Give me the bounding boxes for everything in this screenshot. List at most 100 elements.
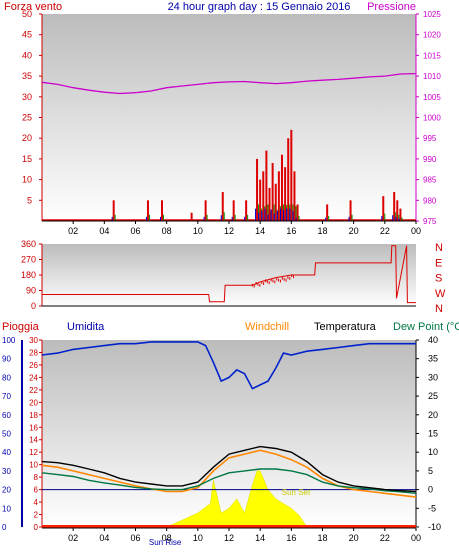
- x-tick-label: 20: [349, 226, 359, 236]
- right-tick-label: 1015: [423, 51, 441, 60]
- humidity-tick-label: 100: [2, 336, 16, 345]
- chart-title: 24 hour graph day : 15 Gennaio 2016: [168, 1, 351, 13]
- pressure-title: Pressione: [367, 1, 416, 13]
- x-tick-label: 18: [317, 226, 327, 236]
- x-tick-label: 04: [99, 533, 109, 543]
- x-tick-label: 12: [224, 226, 234, 236]
- direction-tick-label: 180: [21, 270, 36, 280]
- right-tick-label: 975: [423, 217, 437, 226]
- x-tick-label: 02: [68, 533, 78, 543]
- x-tick-label: 00: [411, 226, 421, 236]
- humidity-tick-label: 70: [2, 392, 11, 401]
- x-tick-label: 16: [286, 533, 296, 543]
- rain-tick-label: 0: [34, 523, 39, 532]
- left-tick-label: 35: [22, 71, 32, 81]
- humidity-tick-label: 90: [2, 355, 11, 364]
- right-tick-label: 1025: [423, 10, 441, 19]
- compass-label: S: [435, 273, 442, 285]
- wind-pressure-panel: 5101520253035404550975980985990995100010…: [22, 9, 441, 236]
- x-tick-label: 08: [162, 226, 172, 236]
- x-tick-label: 14: [255, 226, 265, 236]
- temp-tick-label: -10: [428, 522, 441, 532]
- rain-tick-label: 4: [34, 498, 39, 507]
- left-tick-label: 30: [22, 92, 32, 102]
- rain-label: Pioggia: [2, 321, 40, 333]
- pressure-line: [41, 72, 417, 95]
- rain-tick-label: 20: [29, 398, 38, 407]
- compass-label: W: [435, 288, 446, 300]
- rain-tick-label: 18: [29, 411, 38, 420]
- temp-tick-label: 30: [428, 372, 438, 382]
- compass-label: E: [435, 257, 442, 269]
- x-tick-label: 00: [411, 533, 421, 543]
- right-tick-label: 985: [423, 176, 437, 185]
- rain-tick-label: 16: [29, 423, 38, 432]
- x-tick-label: 18: [317, 533, 327, 543]
- temp-tick-label: 5: [428, 466, 433, 476]
- rain-tick-label: 28: [29, 348, 38, 357]
- right-tick-label: 980: [423, 196, 437, 205]
- dewpoint-label: Dew Point (°C: [393, 321, 459, 333]
- x-tick-label: 10: [193, 533, 203, 543]
- right-tick-label: 1020: [423, 31, 441, 40]
- temp-tick-label: 20: [428, 410, 438, 420]
- x-tick-label: 16: [286, 226, 296, 236]
- temp-tick-label: 40: [428, 335, 438, 345]
- rain-tick-label: 12: [29, 448, 38, 457]
- rain-tick-label: 8: [34, 473, 39, 482]
- plot-background: [42, 340, 416, 527]
- temp-tick-label: 25: [428, 391, 438, 401]
- rain-tick-label: 2: [34, 511, 39, 520]
- rain-tick-label: 30: [29, 336, 38, 345]
- humidity-tick-label: 60: [2, 411, 11, 420]
- plot-background: [42, 244, 416, 306]
- temperature-line: [41, 445, 417, 493]
- humidity-tick-label: 0: [2, 523, 7, 532]
- right-tick-label: 995: [423, 134, 437, 143]
- rain-tick-label: 24: [29, 373, 38, 382]
- humidity-line: [41, 341, 416, 390]
- left-tick-label: 5: [27, 195, 32, 205]
- rain-tick-label: 6: [34, 486, 39, 495]
- temp-tick-label: -5: [428, 503, 436, 513]
- wind-speed-title: Forza vento: [4, 1, 62, 13]
- rain-tick-label: 22: [29, 386, 38, 395]
- x-tick-label: 22: [380, 533, 390, 543]
- left-tick-label: 15: [22, 154, 32, 164]
- left-tick-label: 40: [22, 50, 32, 60]
- compass-label: N: [435, 303, 443, 315]
- compass-label: N: [435, 242, 443, 254]
- x-tick-label: 04: [99, 226, 109, 236]
- x-tick-label: 06: [130, 533, 140, 543]
- middle-legend: Pioggia Umidita Windchill Temperatura De…: [2, 321, 459, 333]
- humidity-tick-label: 50: [2, 430, 11, 439]
- temp-tick-label: 10: [428, 447, 438, 457]
- rain-tick-label: 26: [29, 361, 38, 370]
- rain-tick-label: 14: [29, 436, 38, 445]
- right-tick-label: 1005: [423, 93, 441, 102]
- x-tick-label: 12: [224, 533, 234, 543]
- sunset-label: Sun Set: [282, 488, 311, 497]
- rain-bar-baseline: [42, 525, 416, 528]
- left-tick-label: 45: [22, 30, 32, 40]
- x-tick-label: 06: [130, 226, 140, 236]
- humidity-tick-label: 20: [2, 486, 11, 495]
- temp-tick-label: 35: [428, 354, 438, 364]
- x-tick-label: 10: [193, 226, 203, 236]
- x-tick-label: 08: [162, 533, 172, 543]
- left-tick-label: 25: [22, 113, 32, 123]
- right-tick-label: 1000: [423, 114, 441, 123]
- direction-tick-label: 0: [31, 301, 36, 311]
- plot-background: [42, 14, 416, 221]
- sunrise-label: Sun Rise: [149, 538, 182, 547]
- humidity-tick-label: 40: [2, 448, 11, 457]
- left-tick-label: 10: [22, 175, 32, 185]
- left-tick-label: 50: [22, 9, 32, 19]
- left-tick-label: 20: [22, 133, 32, 143]
- windchill-label: Windchill: [245, 321, 289, 333]
- temperature-humidity-panel: 0102030405060708090100024681012141618202…: [2, 335, 441, 547]
- x-tick-label: 02: [68, 226, 78, 236]
- temp-tick-label: 15: [428, 429, 438, 439]
- humidity-tick-label: 80: [2, 373, 11, 382]
